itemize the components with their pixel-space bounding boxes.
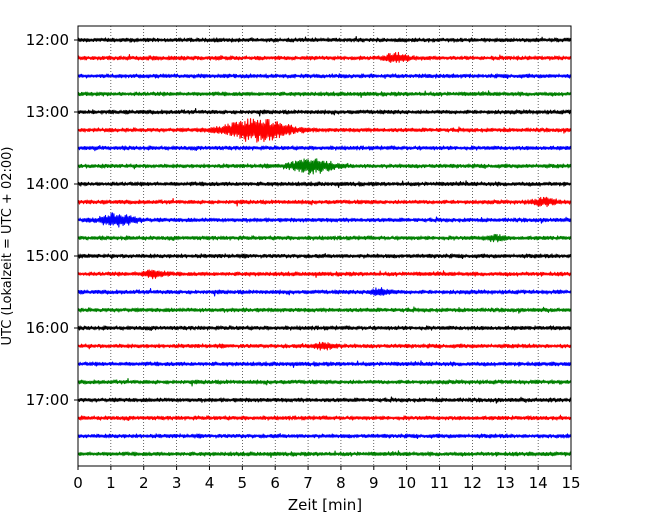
y-tick-label: 14:00 [26,175,69,193]
trace-line [77,396,572,404]
trace-line [77,108,572,117]
x-tick-label: 8 [336,474,346,492]
x-tick-label: 3 [172,474,182,492]
x-tick-label: 14 [529,474,548,492]
x-tick-label: 12 [463,474,482,492]
grid-lines [110,26,539,466]
trace-line [77,51,572,63]
trace-line [77,325,572,331]
trace-line [77,73,572,80]
x-tick-label: 6 [270,474,280,492]
x-tick-label: 0 [73,474,83,492]
trace-line [77,253,572,260]
x-tick-label: 13 [496,474,515,492]
trace-line [77,450,572,458]
trace-line [77,118,572,143]
x-tick-label: 1 [106,474,116,492]
trace-line [77,360,572,368]
y-axis-label: UTC (Lokalzeit = UTC + 02:00) [0,147,15,346]
trace-line [77,158,572,176]
y-tick-label: 15:00 [26,247,69,265]
plot-frame [77,25,572,467]
x-tick-label: 10 [397,474,416,492]
x-tick-label: 5 [238,474,248,492]
x-tick-label: 4 [205,474,215,492]
trace-line [77,145,572,152]
x-tick-label: 15 [561,474,580,492]
trace-line [77,341,572,351]
trace-line [77,90,572,98]
trace-line [77,180,572,188]
trace-line [77,287,572,297]
trace-line [77,378,572,387]
trace-line [77,212,572,228]
trace-line [77,269,572,280]
y-tick-label: 12:00 [26,31,69,49]
trace-line [77,433,572,440]
trace-line [77,306,572,314]
x-tick-label: 9 [369,474,379,492]
x-axis-label: Zeit [min] [288,496,362,514]
trace-line [77,414,572,421]
y-tick-label: 17:00 [26,391,69,409]
x-tick-label: 7 [303,474,313,492]
y-tick-label: 16:00 [26,319,69,337]
y-axis: 12:00 13:00 14:00 15:00 16:00 17:00 [26,31,78,409]
x-axis: 0 1 2 3 4 5 6 7 8 9 10 11 12 13 14 15 [73,466,581,492]
x-tick-label: 2 [139,474,149,492]
seismic-traces [77,36,572,458]
x-tick-label: 11 [430,474,449,492]
trace-line [77,233,572,243]
trace-line [77,196,572,208]
y-tick-label: 13:00 [26,103,69,121]
trace-line [77,36,572,43]
